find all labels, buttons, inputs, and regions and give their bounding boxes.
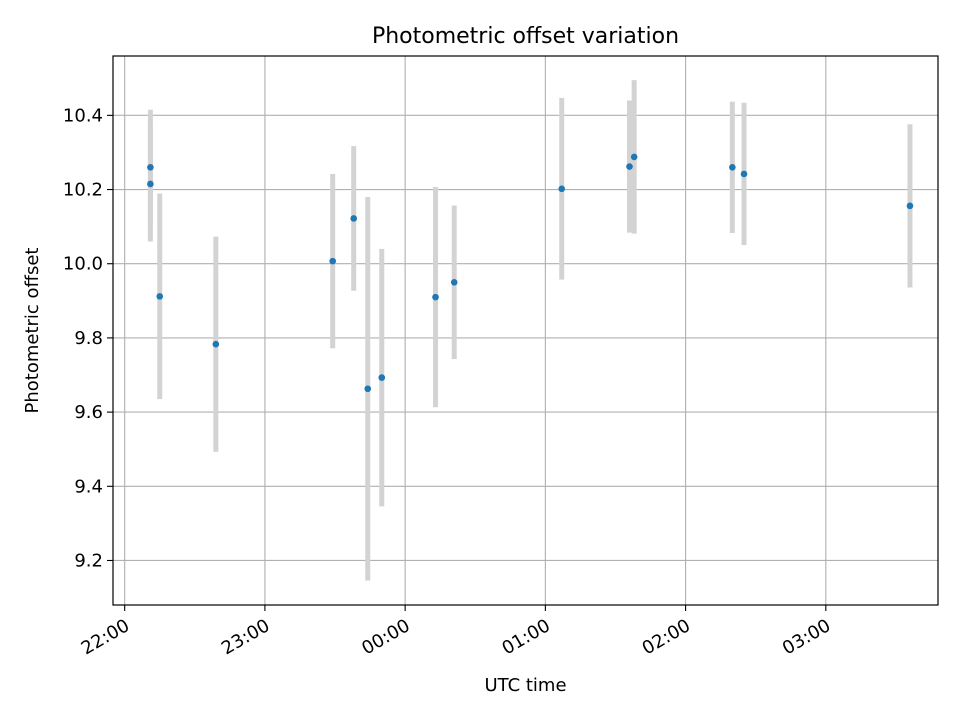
data-point (378, 374, 386, 381)
data-point (364, 385, 372, 393)
grid (113, 56, 938, 605)
data-point (906, 202, 914, 210)
data-point (350, 215, 358, 222)
chart-title: Photometric offset variation (372, 24, 679, 49)
plot-frame (112, 55, 939, 606)
data-point (212, 340, 220, 348)
y-tick-label: 9.2 (74, 550, 103, 571)
data-point (329, 257, 336, 265)
data-point (450, 278, 458, 286)
x-axis-title: UTC time (484, 675, 566, 696)
data-point (147, 163, 154, 171)
y-tick-label: 9.4 (74, 476, 103, 497)
data-point (147, 180, 154, 188)
data-point (558, 185, 566, 193)
data-point (630, 153, 638, 161)
y-tick-label: 9.8 (74, 328, 103, 349)
y-tick-label: 10.0 (63, 254, 103, 275)
y-tick-label: 10.4 (63, 105, 103, 126)
data-point (432, 293, 439, 301)
y-tick-label: 9.6 (74, 402, 103, 423)
y-tick-label: 10.2 (63, 180, 103, 201)
data-points (147, 153, 914, 393)
data-point (156, 293, 164, 300)
y-axis-title: Photometric offset (22, 248, 43, 414)
data-point (729, 163, 736, 171)
data-point (626, 163, 633, 170)
data-point (740, 170, 748, 178)
